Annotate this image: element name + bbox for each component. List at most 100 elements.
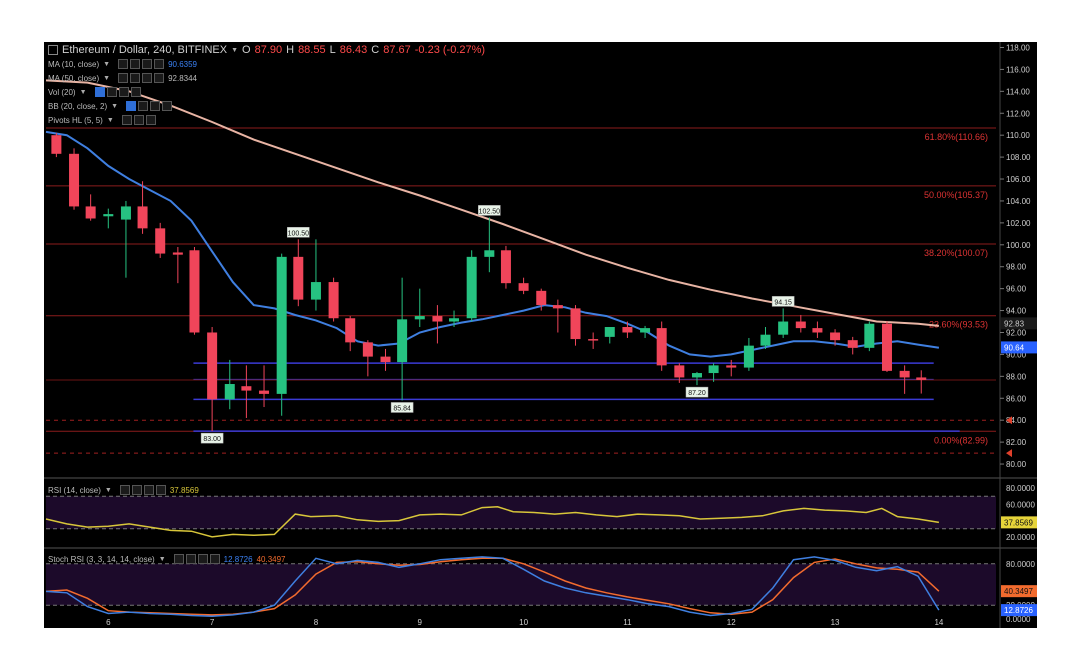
pivot-label-text: 94.15: [774, 299, 792, 306]
price-axis-label: 82.00: [1006, 438, 1027, 447]
price-axis-label: 92.00: [1006, 328, 1027, 337]
price-badge: [1001, 317, 1037, 330]
x-axis-label: 11: [623, 618, 632, 627]
candle-body: [500, 250, 511, 284]
stoch-axis-label: 80.0000: [1006, 560, 1035, 569]
close-label: C: [371, 44, 380, 56]
indicator-pivots[interactable]: Pivots HL (5, 5) ▼: [48, 115, 156, 125]
chevron-down-icon[interactable]: ▼: [231, 46, 239, 54]
x-axis-label: 13: [831, 618, 840, 627]
candle-body: [432, 316, 443, 322]
stoch-header[interactable]: Stoch RSI (3, 3, 14, 14, close) ▼ 12.8726…: [48, 554, 286, 564]
open-label: O: [242, 44, 251, 56]
candle-body: [69, 153, 80, 207]
chart-svg[interactable]: 61.80%(110.66) 50.00%(105.37) 38.20%(100.0…: [44, 42, 1037, 628]
rsi-axis-label: 80.0000: [1006, 484, 1035, 493]
stoch-k-value: 12.8726: [223, 554, 253, 564]
indicator-label: MA (50, close): [48, 73, 100, 83]
chart-frame: 61.80%(110.66) 50.00%(105.37) 38.20%(100.0…: [44, 42, 1037, 628]
rsi-axis-label: 60.0000: [1006, 500, 1035, 509]
indicator-ma50[interactable]: MA (50, close) ▼ 92.8344: [48, 73, 197, 83]
pivot-label-text: 83.00: [203, 436, 221, 443]
indicator-label: Pivots HL (5, 5): [48, 115, 103, 125]
indicator-buttons[interactable]: [119, 485, 166, 495]
stoch-k-line: [45, 556, 940, 617]
minimize-icon[interactable]: [48, 45, 58, 55]
chevron-down-icon[interactable]: ▼: [106, 116, 114, 124]
candle-body: [604, 327, 615, 337]
candle-body: [760, 334, 771, 346]
x-axis-label: 10: [519, 618, 528, 627]
pivot-label-box: [771, 296, 795, 307]
indicator-buttons[interactable]: [118, 73, 165, 83]
pivot-label-box: [390, 402, 414, 413]
candle-body: [449, 318, 460, 322]
price-axis-label: 80.00: [1006, 460, 1027, 469]
indicator-vol[interactable]: Vol (20) ▼: [48, 87, 141, 97]
fib-level-label: 50.00%(105.37): [924, 190, 988, 200]
close-value: 87.67: [383, 44, 411, 56]
indicator-buttons[interactable]: [126, 101, 173, 111]
price-axis-label: 88.00: [1006, 372, 1027, 381]
price-axis-label: 96.00: [1006, 285, 1027, 294]
stoch-badge-text: 40.3497: [1004, 587, 1033, 596]
price-axis-label: 116.00: [1006, 65, 1030, 74]
price-axis-label: 106.00: [1006, 175, 1031, 184]
indicator-buttons[interactable]: [173, 554, 220, 564]
change-value: -0.23 (-0.27%): [414, 44, 486, 56]
symbol-title[interactable]: Ethereum / Dollar, 240, BITFINEX: [62, 44, 228, 56]
price-axis-label: 90.00: [1006, 350, 1027, 359]
candle-body: [241, 386, 252, 391]
indicator-ma10[interactable]: MA (10, close) ▼ 90.6359: [48, 59, 197, 69]
candle-body: [847, 340, 858, 348]
pivot-label-text: 85.84: [393, 405, 411, 412]
indicator-buttons[interactable]: [118, 59, 165, 69]
candle-body: [674, 365, 685, 378]
rsi-axis-label: 20.0000: [1006, 533, 1035, 542]
chevron-down-icon[interactable]: ▼: [103, 60, 111, 68]
candle-body: [155, 228, 166, 254]
price-axis-label: 110.00: [1006, 131, 1030, 140]
price-axis-label: 102.00: [1006, 219, 1031, 228]
x-axis-label: 8: [314, 618, 319, 627]
symbol-header: Ethereum / Dollar, 240, BITFINEX ▼ O 87.9…: [48, 44, 485, 56]
rsi-header[interactable]: RSI (14, close) ▼ 37.8569: [48, 485, 199, 495]
candle-body: [864, 323, 875, 348]
candle-body: [570, 308, 581, 340]
rsi-label: RSI (14, close): [48, 485, 101, 495]
candle-body: [484, 250, 495, 257]
indicator-buttons[interactable]: [121, 115, 156, 125]
rsi-value: 37.8569: [169, 485, 199, 495]
low-label: L: [329, 44, 336, 56]
chevron-down-icon[interactable]: ▼: [79, 88, 87, 96]
open-value: 87.90: [254, 44, 283, 56]
indicator-value: 92.8344: [168, 73, 197, 83]
candle-body: [207, 332, 218, 400]
stoch-d-value: 40.3497: [256, 554, 286, 564]
fib-level-label: 23.60%(93.53): [929, 320, 988, 330]
candle-body: [656, 328, 667, 366]
price-badge: [1001, 341, 1037, 354]
stoch-axis-label: 0.0000: [1006, 615, 1031, 624]
chevron-down-icon[interactable]: ▼: [103, 74, 111, 82]
candle-body: [622, 327, 633, 333]
chevron-down-icon[interactable]: ▼: [158, 555, 166, 563]
candle-body: [778, 321, 789, 335]
x-axis-label: 6: [106, 618, 111, 627]
candle-body: [899, 370, 910, 378]
pivot-label-box: [478, 205, 501, 216]
rsi-line: [45, 506, 940, 538]
stoch-label: Stoch RSI (3, 3, 14, 14, close): [48, 554, 155, 564]
chevron-down-icon[interactable]: ▼: [104, 486, 112, 494]
candle-body: [293, 256, 304, 300]
indicator-value: 90.6359: [168, 59, 197, 69]
indicator-bb[interactable]: BB (20, close, 2) ▼: [48, 101, 173, 111]
indicator-label: BB (20, close, 2): [48, 101, 108, 111]
price-axis-label: 118.00: [1006, 43, 1030, 52]
pivot-label-text: 102.50: [479, 208, 501, 215]
indicator-buttons[interactable]: [94, 87, 141, 97]
rsi-badge: [1001, 516, 1037, 529]
fib-level-label: 0.00%(82.99): [934, 435, 988, 445]
price-axis-label: 108.00: [1006, 153, 1031, 162]
chevron-down-icon[interactable]: ▼: [111, 102, 119, 110]
